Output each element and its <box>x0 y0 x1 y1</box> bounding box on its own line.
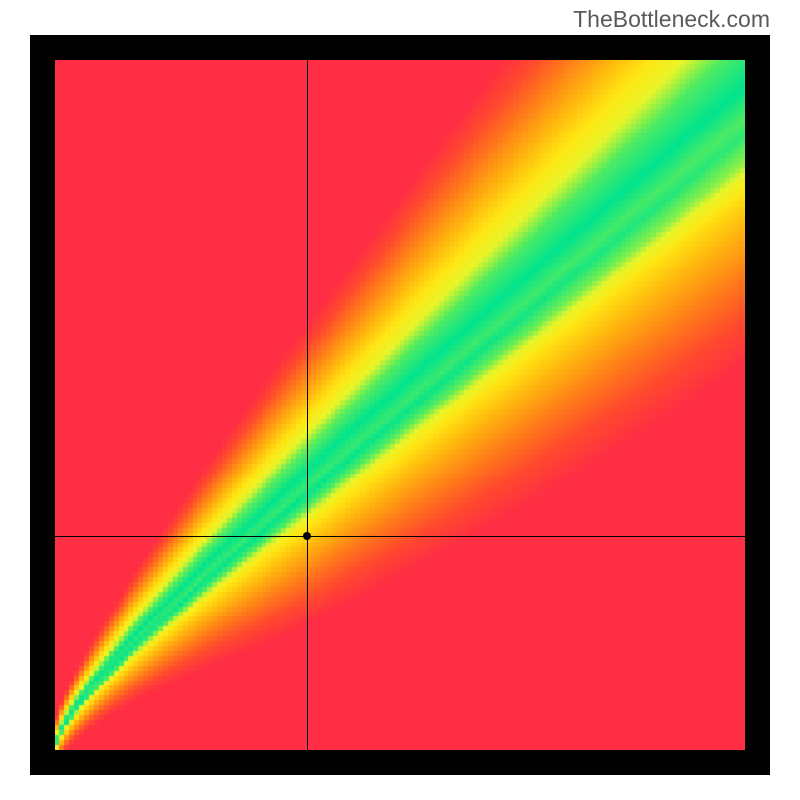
crosshair-vertical <box>307 60 308 750</box>
bottleneck-heatmap <box>55 60 745 750</box>
plot-inner-area <box>55 60 745 750</box>
marker-dot <box>303 532 311 540</box>
watermark-text: TheBottleneck.com <box>573 6 770 33</box>
plot-outer-frame <box>30 35 770 775</box>
figure-container: TheBottleneck.com <box>0 0 800 800</box>
crosshair-horizontal <box>55 536 745 537</box>
